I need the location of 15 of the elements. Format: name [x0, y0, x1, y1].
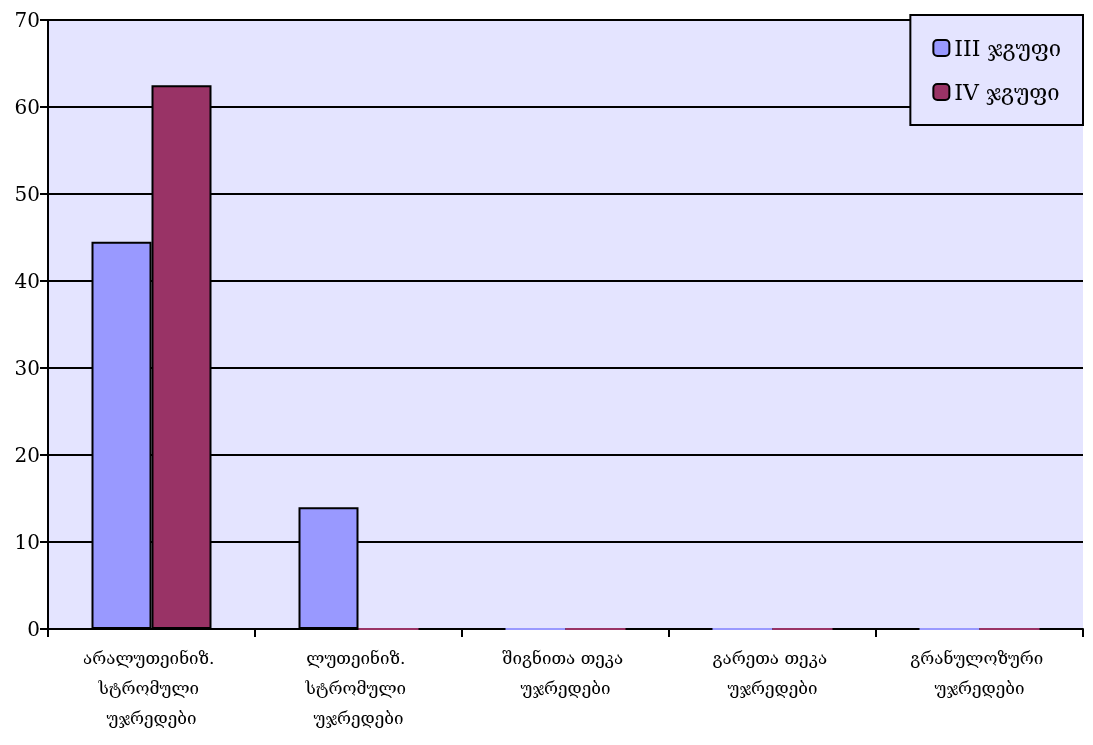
- y-tick-label: 70: [14, 8, 40, 32]
- x-tick-label: შიგნითა თეკა უჯრედები: [502, 648, 629, 698]
- y-tick-label: 0: [27, 617, 40, 641]
- y-tick-label: 60: [14, 95, 40, 119]
- x-tick-label: არალუთეინიზ. სტრომული უჯრედები: [83, 648, 220, 728]
- y-tick-label: 40: [14, 269, 40, 293]
- legend-label: IV ჯგუფი: [954, 79, 1060, 105]
- x-tick-label: ლუთეინიზ. სტრომული უჯრედები: [304, 648, 412, 728]
- y-tick-label: 10: [14, 530, 40, 554]
- x-tick-label: გრანულოზური უჯრედები: [910, 648, 1049, 698]
- y-tick-label: 50: [14, 182, 40, 206]
- y-tick-label: 20: [14, 443, 40, 467]
- y-tick-label: 30: [14, 356, 40, 380]
- x-tick-label: გარეთა თეკა უჯრედები: [712, 648, 833, 698]
- legend-label: III ჯგუფი: [954, 35, 1062, 61]
